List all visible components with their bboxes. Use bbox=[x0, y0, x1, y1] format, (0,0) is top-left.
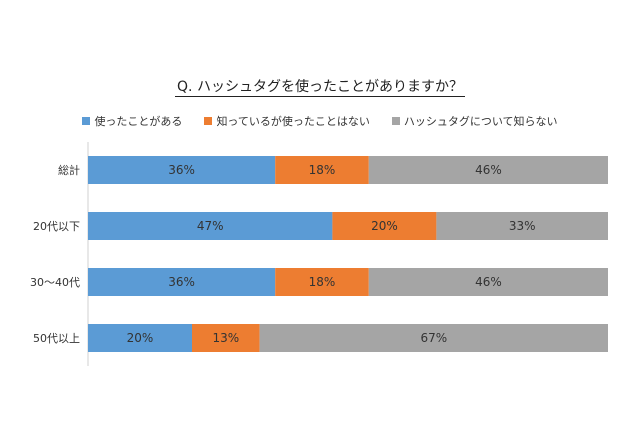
data-label: 46% bbox=[475, 275, 502, 289]
legend-item-1: 知っているが使ったことはない bbox=[204, 113, 370, 129]
bar-segment bbox=[88, 268, 276, 296]
bar-segment bbox=[275, 268, 369, 296]
category-label: 総計 bbox=[58, 163, 80, 177]
bar-segment bbox=[368, 156, 608, 184]
data-label: 20% bbox=[371, 219, 398, 233]
category-label: 50代以上 bbox=[33, 332, 80, 345]
legend-item-2: ハッシュタグについて知らない bbox=[391, 113, 558, 129]
data-label: 20% bbox=[127, 331, 154, 345]
legend-label: ハッシュタグについて知らない bbox=[403, 115, 558, 128]
legend-swatch bbox=[391, 117, 400, 125]
legend-item-0: 使ったことがある bbox=[82, 113, 182, 129]
legend: 使ったことがある 知っているが使ったことはない ハッシュタグについて知らない bbox=[0, 113, 640, 129]
legend-label: 知っているが使ったことはない bbox=[216, 115, 370, 128]
bar-segment bbox=[88, 156, 276, 184]
legend-swatch bbox=[204, 117, 213, 125]
category-label: 30～40代 bbox=[30, 276, 80, 289]
data-label: 13% bbox=[212, 331, 239, 345]
legend-label: 使ったことがある bbox=[94, 115, 183, 128]
data-label: 18% bbox=[309, 275, 336, 289]
bar-segment bbox=[436, 212, 608, 240]
data-label: 36% bbox=[168, 163, 195, 177]
bar-segment bbox=[368, 268, 608, 296]
data-label: 18% bbox=[309, 163, 336, 177]
bar-segment bbox=[88, 324, 192, 352]
data-label: 67% bbox=[420, 331, 447, 345]
bar-segment bbox=[275, 156, 369, 184]
data-label: 47% bbox=[197, 219, 224, 233]
data-label: 36% bbox=[168, 275, 195, 289]
bar-segment bbox=[88, 212, 333, 240]
data-label: 46% bbox=[475, 163, 502, 177]
data-label: 33% bbox=[509, 219, 536, 233]
legend-swatch bbox=[82, 117, 91, 125]
bar-segment bbox=[259, 324, 608, 352]
bar-segment bbox=[332, 212, 437, 240]
bar-segment bbox=[192, 324, 260, 352]
category-label: 20代以下 bbox=[33, 220, 80, 233]
chart-title: Q. ハッシュタグを使ったことがありますか？ bbox=[175, 79, 465, 97]
